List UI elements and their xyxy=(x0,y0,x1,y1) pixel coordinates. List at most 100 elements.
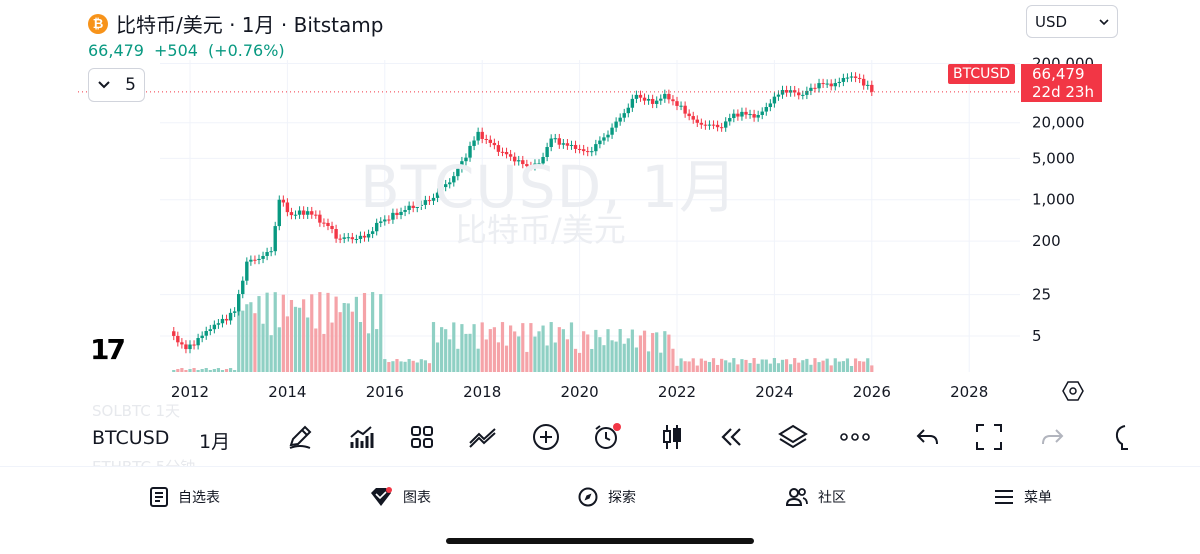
candle-body xyxy=(504,151,509,155)
volume-bar xyxy=(740,359,744,372)
candle-body xyxy=(695,119,699,123)
volume-bar xyxy=(756,363,760,372)
toolbar-symbol[interactable]: BTCUSD xyxy=(92,427,170,449)
volume-bar xyxy=(545,345,549,372)
volume-bar xyxy=(866,358,870,372)
layers-button[interactable] xyxy=(777,422,809,452)
chart-type-button[interactable] xyxy=(656,422,688,452)
volume-bar xyxy=(821,360,825,372)
nav-label: 探索 xyxy=(608,490,636,506)
price-change-percent: (+0.76%) xyxy=(207,41,285,60)
candle-body xyxy=(707,124,712,126)
volume-bar xyxy=(845,358,850,372)
toolbar-interval[interactable]: 1月 xyxy=(199,431,231,453)
volume-bar xyxy=(675,365,679,372)
undo-button[interactable] xyxy=(912,422,944,452)
volume-bar xyxy=(504,345,509,372)
fullscreen-button[interactable] xyxy=(973,422,1005,452)
candle-body xyxy=(342,237,346,239)
alert-button[interactable] xyxy=(591,422,623,452)
draw-button[interactable] xyxy=(284,422,316,452)
candle-body xyxy=(212,324,217,330)
candle-body xyxy=(776,94,781,97)
volume-bar xyxy=(707,361,712,372)
volume-bar xyxy=(366,333,371,372)
chart-settings-icon[interactable] xyxy=(1062,381,1084,401)
y-axis-tick-label: 200 xyxy=(1032,232,1061,250)
candle-body xyxy=(857,77,862,79)
currency-select[interactable]: USD xyxy=(1026,5,1118,38)
candle-body xyxy=(784,90,789,93)
more-button[interactable] xyxy=(839,422,871,452)
candle-body xyxy=(549,138,553,148)
symbol-header[interactable]: ₿ 比特币/美元 · 1月 · Bitstamp xyxy=(88,9,383,38)
volume-bar xyxy=(395,359,399,372)
candle-body xyxy=(297,210,302,215)
volume-bar xyxy=(537,331,541,372)
candle-body xyxy=(253,259,257,261)
candle-body xyxy=(541,156,545,164)
volume-bar xyxy=(338,312,342,372)
volume-bar xyxy=(460,324,464,372)
interval-collapse-button[interactable]: 5 xyxy=(88,68,145,102)
volume-bar xyxy=(687,361,691,372)
volume-bar xyxy=(435,342,440,372)
candle-body xyxy=(650,98,655,104)
volume-bar xyxy=(549,322,553,372)
add-button[interactable] xyxy=(530,422,562,452)
volume-bar xyxy=(391,361,395,372)
last-price: 66,479 xyxy=(88,41,144,60)
price-chart[interactable]: 200,00020,0005,0001,00020025520122014201… xyxy=(0,0,1200,410)
chart-area[interactable]: 200,00020,0005,0001,00020025520122014201… xyxy=(0,0,1200,410)
volume-bar xyxy=(732,358,736,372)
compare-button[interactable] xyxy=(467,422,499,452)
redo-icon xyxy=(1042,429,1064,445)
volume-bar xyxy=(578,352,582,372)
volume-bar xyxy=(204,368,208,372)
chart-icon xyxy=(371,487,392,506)
candle-body xyxy=(301,210,306,215)
volume-bar xyxy=(472,324,476,372)
volume-bar xyxy=(383,359,387,372)
symbol-title[interactable]: 比特币/美元 · 1月 · Bitstamp xyxy=(116,13,384,37)
candle-body xyxy=(638,94,643,98)
candle-body xyxy=(825,83,829,85)
candle-body xyxy=(468,145,472,158)
volume-bar xyxy=(468,333,472,372)
volume-bar xyxy=(541,325,545,372)
compare-icon xyxy=(469,428,496,448)
nav-chart[interactable]: 图表 xyxy=(369,487,431,507)
nav-community[interactable]: 社区 xyxy=(786,487,846,507)
volume-bar xyxy=(407,359,411,372)
volume-bar xyxy=(764,359,768,372)
candle-body xyxy=(837,81,842,84)
volume-bar xyxy=(253,313,257,372)
indicators-icon xyxy=(350,426,374,448)
templates-button[interactable] xyxy=(406,422,438,452)
candle-body xyxy=(448,182,452,185)
candle-body xyxy=(423,200,428,205)
candle-body xyxy=(492,142,497,146)
candle-body xyxy=(456,168,460,177)
nav-explore[interactable]: 探索 xyxy=(578,487,636,507)
candle-body xyxy=(719,127,724,129)
candle-body xyxy=(460,161,464,169)
candle-body xyxy=(322,222,326,224)
replay-button[interactable] xyxy=(715,422,747,452)
candle-body xyxy=(581,149,586,152)
volume-bar xyxy=(346,303,350,372)
candle-body xyxy=(602,137,606,141)
idea-button[interactable] xyxy=(1104,422,1136,452)
volume-bar xyxy=(212,369,216,372)
volume-bar xyxy=(833,358,837,372)
candle-body xyxy=(691,116,695,120)
y-axis-tick-label: 1,000 xyxy=(1032,191,1075,209)
volume-bar xyxy=(521,323,525,372)
nav-watchlist[interactable]: 自选表 xyxy=(150,487,220,507)
indicators-button[interactable] xyxy=(345,422,377,452)
candle-body xyxy=(845,77,850,79)
nav-menu[interactable]: 菜单 xyxy=(994,487,1052,507)
chevron-down-icon xyxy=(98,81,110,89)
volume-bar xyxy=(322,333,326,372)
redo-button[interactable] xyxy=(1036,422,1068,452)
